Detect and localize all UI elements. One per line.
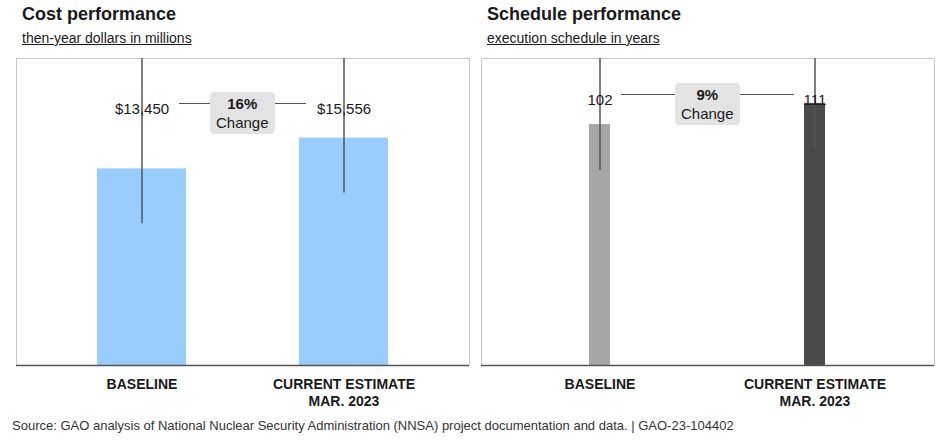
svg-text:CURRENT ESTIMATEMAR. 2023: CURRENT ESTIMATEMAR. 2023 [744, 376, 886, 409]
html-text:9%: 9% [696, 86, 719, 103]
svg-text:$15,556: $15,556 [317, 100, 371, 117]
html-text:then-year dollars in millions: then-year dollars in millions [22, 30, 192, 46]
html-text:Change: Change [216, 114, 269, 131]
html-text:Source: GAO analysis of Nation: Source: GAO analysis of National Nuclear… [12, 418, 734, 433]
html-text:16%: 16% [227, 95, 258, 112]
svg-text:CURRENT ESTIMATEMAR. 2023: CURRENT ESTIMATEMAR. 2023 [273, 376, 415, 409]
svg-text:BASELINE: BASELINE [107, 376, 178, 392]
html-text:Cost performance: Cost performance [22, 4, 176, 24]
svg-text:111: 111 [804, 91, 827, 108]
html-text:Schedule performance: Schedule performance [487, 4, 682, 24]
svg-text:BASELINE: BASELINE [565, 376, 636, 392]
svg-text:$13,450: $13,450 [115, 100, 169, 117]
html-text:Change: Change [681, 105, 734, 122]
svg-text:102: 102 [587, 91, 612, 108]
html-text:execution schedule in years: execution schedule in years [487, 30, 660, 46]
